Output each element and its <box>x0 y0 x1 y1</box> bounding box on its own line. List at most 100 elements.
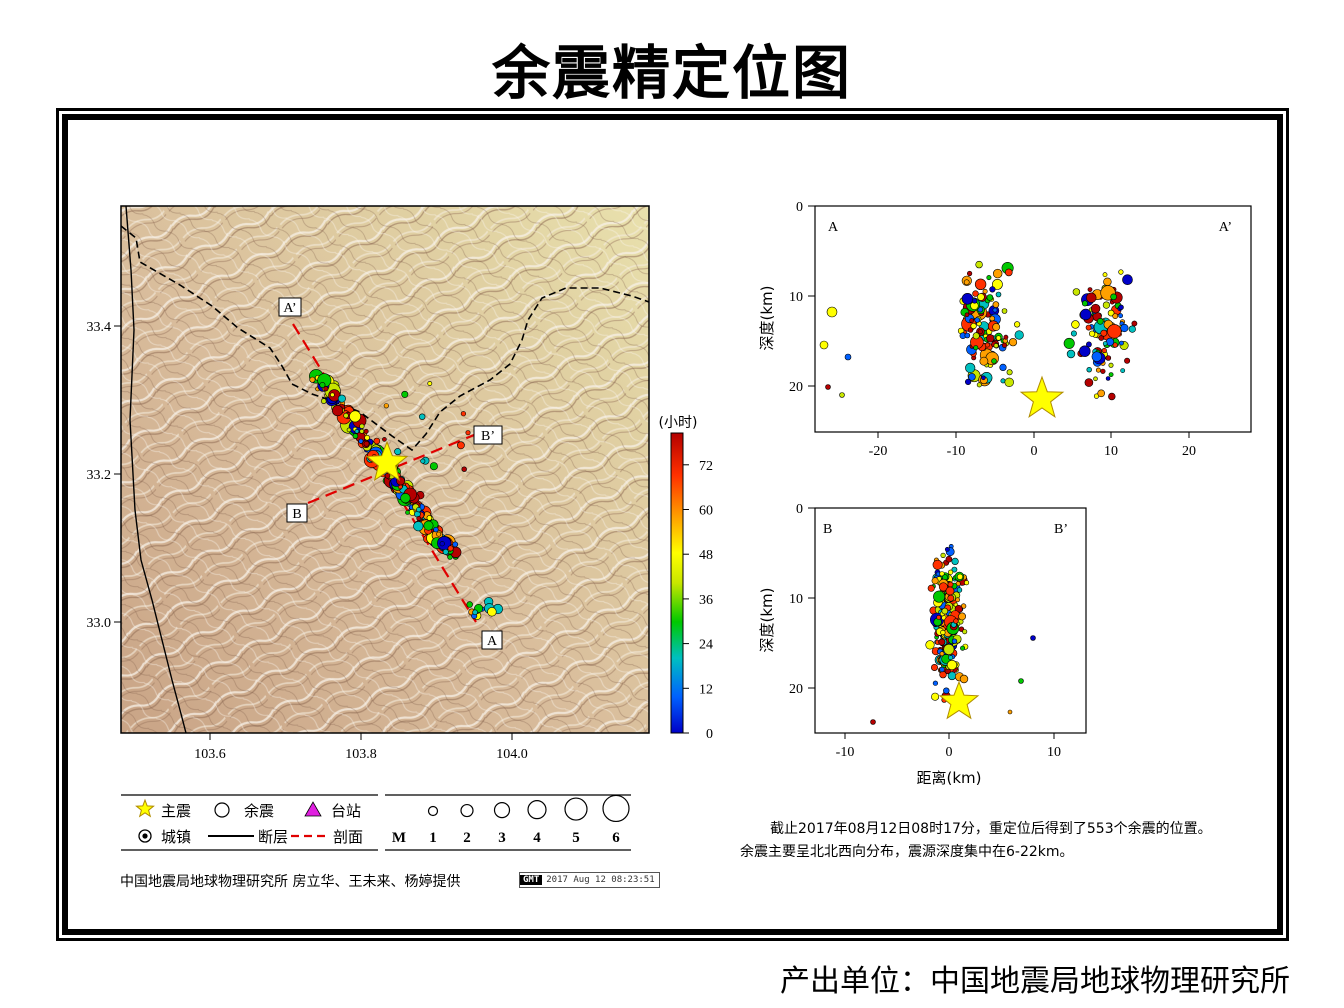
map-y-tick: 33.0 <box>87 616 112 631</box>
aftershock-dot <box>373 437 381 445</box>
aftershock-dot <box>1131 320 1138 327</box>
profile-BB-right-label: B’ <box>1054 522 1068 537</box>
aftershock-dot <box>330 392 335 398</box>
aftershock-dot <box>1108 362 1114 368</box>
mainshock-star <box>365 440 409 482</box>
aftershock-dot <box>948 655 954 661</box>
aftershock-dot <box>870 719 876 725</box>
fault-line-west <box>125 206 187 733</box>
aftershock-dot <box>343 412 349 419</box>
aftershock-dot <box>1093 376 1098 382</box>
profile-AA-y-tick: 10 <box>789 290 803 305</box>
aftershock-dot <box>1084 378 1094 387</box>
map-x-axis: 103.6 103.8 104.0 <box>194 733 528 762</box>
profile-BB-y-axis: 0 10 20 <box>789 502 815 697</box>
aftershock-dot <box>1079 308 1092 321</box>
legend-station-triangle-icon <box>304 801 322 817</box>
aftershock-dot <box>992 323 1001 331</box>
aftershock-dot <box>945 555 953 563</box>
aftershock-dot <box>943 687 950 694</box>
legend-town-label: 城镇 <box>161 828 191 846</box>
aftershock-dot <box>442 548 449 555</box>
aftershock-dot <box>951 638 958 644</box>
credit-text: 中国地震局地球物理研究所 房立华、王未来、杨婷提供 <box>120 874 461 890</box>
aftershock-dot <box>1100 329 1108 337</box>
aftershock-dot <box>965 362 976 374</box>
aftershock-dot <box>955 597 960 603</box>
legend-mainshock-label: 主震 <box>161 802 191 820</box>
colorbar-tick-label: 48 <box>699 548 713 563</box>
aftershock-dot <box>947 569 954 575</box>
aftershock-dot <box>1105 337 1115 347</box>
aftershock-dot <box>995 335 1002 341</box>
aftershock-dot <box>966 270 973 277</box>
aftershock-dot <box>465 430 471 436</box>
aftershock-dot <box>991 358 997 364</box>
aftershock-dot <box>1001 308 1008 314</box>
aftershock-dot <box>964 332 971 339</box>
aftershock-dot <box>352 433 359 439</box>
aftershock-dot <box>1110 293 1117 301</box>
legend-magnitude-value: 3 <box>498 830 506 846</box>
profile-BB-ylabel: 深度(km) <box>758 587 776 652</box>
aftershock-dot <box>1072 288 1081 296</box>
aftershock-dot <box>319 381 326 388</box>
svg-text:B’: B’ <box>481 429 495 444</box>
aftershock-dot <box>973 345 979 351</box>
aftershock-dot <box>1081 300 1088 307</box>
gmt-timestamp: GMT 2017 Aug 12 08:23:51 <box>519 872 660 888</box>
aftershock-dot <box>1102 272 1108 278</box>
legend-mainshock-star-icon <box>135 798 155 818</box>
profile-AA-x-tick: 10 <box>1104 444 1118 459</box>
aftershock-dot <box>332 405 344 417</box>
aftershock-dot <box>964 312 970 318</box>
aftershock-dot <box>932 559 943 570</box>
aftershock-dot <box>1004 377 1014 387</box>
aftershock-dot <box>992 307 998 313</box>
aftershock-dot <box>320 398 327 404</box>
profile-BB-left-label: B <box>823 522 832 537</box>
aftershock-dot <box>999 363 1007 372</box>
profile-label-A: A <box>481 630 503 650</box>
aftershock-dot <box>1108 372 1114 377</box>
aftershock-dot <box>1085 324 1092 331</box>
aftershock-dot <box>977 293 985 301</box>
aftershock-dot <box>394 448 402 456</box>
aftershock-dot <box>819 340 829 350</box>
aftershock-dot <box>487 607 497 617</box>
aftershock-dot <box>1008 338 1018 347</box>
aftershock-dot <box>1079 345 1091 357</box>
legend-magnitude-circle <box>427 805 439 817</box>
aftershock-dot <box>939 651 945 657</box>
aftershock-dot <box>1102 301 1110 309</box>
aftershock-dot <box>825 384 831 390</box>
aftershock-dot <box>1102 341 1108 346</box>
aftershock-dot <box>1014 330 1024 340</box>
aftershock-dot <box>1097 317 1104 325</box>
aftershock-dot <box>337 394 346 403</box>
aftershock-dot <box>1105 376 1111 381</box>
aftershock-dot <box>938 582 948 592</box>
aftershock-dot <box>416 516 422 521</box>
legend-magnitude-circle <box>602 794 630 823</box>
profile-AA-x-axis: -20 -10 0 10 20 <box>869 432 1196 459</box>
aftershock-dot <box>456 441 465 450</box>
colorbar-tick-label: 0 <box>706 727 713 742</box>
map-y-tick: 33.2 <box>87 468 112 483</box>
aftershock-dot <box>427 381 433 386</box>
aftershock-dot <box>466 601 473 608</box>
aftershock-dot <box>989 286 996 293</box>
map-x-tick: 103.6 <box>194 747 226 762</box>
colorbar: (小时) 0 12 24 36 48 60 72 <box>659 415 713 742</box>
aftershock-dot <box>992 268 1003 279</box>
profile-BB-x-tick: -10 <box>836 745 855 760</box>
aftershock-dot <box>359 423 365 429</box>
figure-frame-outer <box>56 108 1289 941</box>
aftershock-dot <box>974 317 981 323</box>
aftershock-dot <box>972 332 980 340</box>
aftershock-dot <box>436 531 442 537</box>
aftershock-dot <box>933 590 946 603</box>
aftershock-dot <box>982 288 988 294</box>
aftershock-dot <box>975 260 983 269</box>
profile-BB-mainshock-star <box>938 680 980 720</box>
